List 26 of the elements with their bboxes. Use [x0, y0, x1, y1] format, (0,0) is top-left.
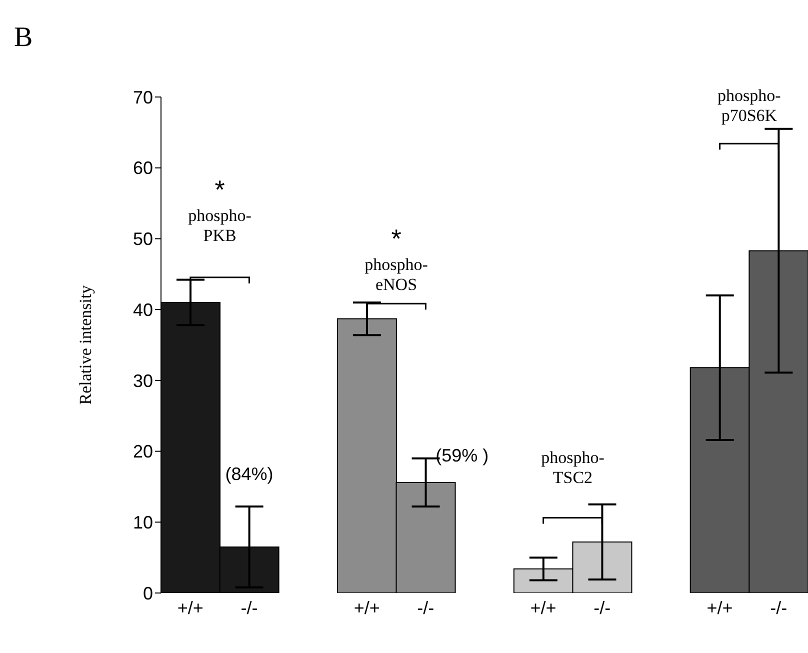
annotation: (59% ) [436, 445, 489, 466]
y-tick-label: 30 [132, 370, 153, 391]
x-tick-label: -/- [240, 598, 258, 618]
annotation: * [214, 174, 225, 204]
x-tick-label: -/- [417, 598, 434, 618]
y-tick-label: 20 [132, 442, 153, 462]
y-tick-label: 0 [142, 583, 153, 604]
annotation: phospho- p70S6K [718, 86, 782, 125]
annotation: (84%) [225, 464, 274, 484]
y-tick-label: 60 [132, 158, 153, 178]
x-tick-label: +/+ [177, 598, 204, 618]
y-tick-label: 40 [132, 300, 153, 320]
y-tick-label: 10 [132, 512, 153, 533]
x-tick-label: +/+ [706, 598, 733, 618]
chart-title: B [14, 22, 33, 54]
y-axis-title: Relative intensity [76, 284, 96, 405]
x-tick-label: +/+ [530, 598, 556, 618]
annotation: * [391, 223, 402, 254]
x-tick-label: -/- [594, 598, 611, 618]
y-tick-label: 50 [132, 229, 153, 250]
x-tick-label: -/- [770, 598, 788, 618]
annotation: phospho- PKB [188, 206, 252, 245]
x-tick-label: +/+ [354, 598, 380, 618]
annotation: phospho- TSC2 [541, 448, 605, 487]
annotation: phospho- eNOS [364, 254, 428, 294]
y-tick-label: 70 [132, 87, 153, 108]
